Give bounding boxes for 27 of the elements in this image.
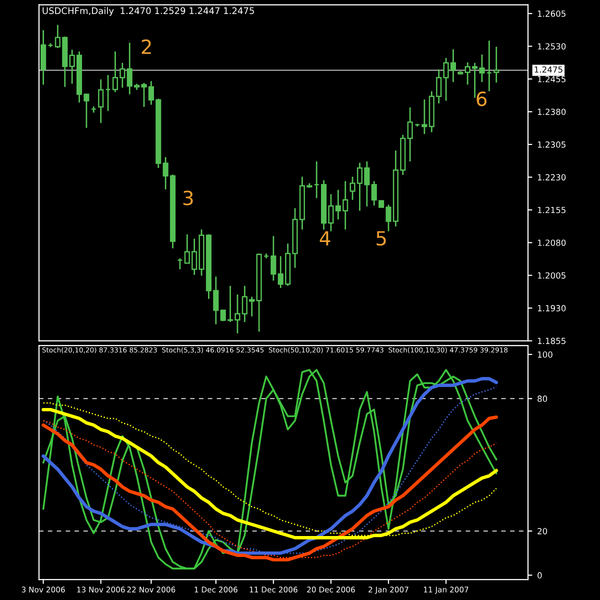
y-tick-label: 1.2530 — [538, 43, 566, 50]
y-tick-label: 1.2305 — [538, 141, 566, 148]
candlestick — [494, 46, 500, 84]
annotation: 4 — [320, 231, 330, 246]
y-tick-label: 1.2155 — [538, 206, 566, 214]
y-tick-label: 1.1930 — [538, 305, 566, 312]
y-tick-label: 1.2605 — [538, 10, 566, 17]
y-tick-label: 1.2380 — [538, 108, 566, 115]
chart-title: USDCHFm,Daily 1.2470 1.2529 1.2447 1.2475 — [42, 7, 254, 16]
annotation: 6 — [476, 91, 487, 106]
y-tick-label: 20 — [538, 528, 548, 534]
y-tick-label: 1.2455 — [538, 76, 566, 82]
candlestick — [407, 106, 413, 162]
y-tick-label: 0 — [538, 572, 542, 578]
ref-line-label: 1.2475 — [534, 66, 562, 73]
y-tick-label: 1.2230 — [538, 174, 566, 180]
candlestick — [270, 235, 276, 282]
annotation: 5 — [376, 231, 386, 246]
candlestick — [98, 78, 104, 124]
y-tick-label: 1.2005 — [538, 272, 566, 279]
y-tick-label: 1.1855 — [538, 338, 566, 344]
annotation: 3 — [183, 190, 193, 206]
candlestick — [422, 98, 428, 135]
y-tick-label: 80 — [538, 396, 548, 402]
annotation: 2 — [142, 39, 151, 54]
y-tick-label: 100 — [538, 351, 552, 358]
y-tick-label: 1.2080 — [538, 240, 566, 246]
